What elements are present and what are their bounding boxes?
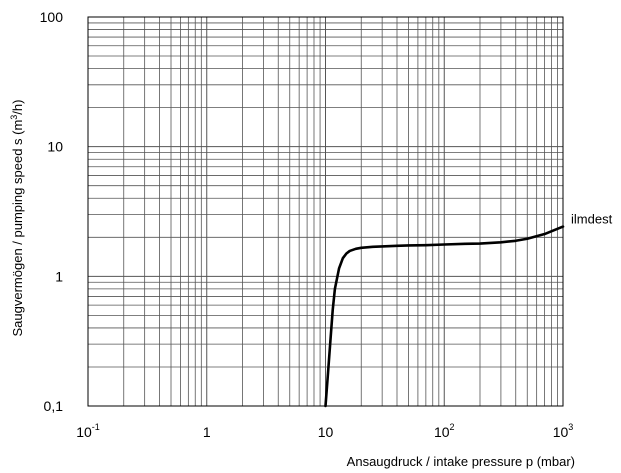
series-layer: ilmdest — [324, 212, 613, 408]
y-tick-label: 1 — [55, 268, 63, 284]
x-tick-label: 102 — [434, 422, 455, 440]
y-axis-title-superscript: 3 — [9, 115, 19, 120]
y-axis-title-end: /h) — [10, 100, 25, 115]
series-label: ilmdest — [571, 212, 613, 227]
x-tick-exponent: 2 — [450, 422, 455, 432]
series-line-ilmdest — [324, 225, 565, 408]
grid — [88, 17, 563, 406]
x-tick-exponent: 3 — [568, 422, 573, 432]
x-tick-base: 10 — [434, 424, 450, 440]
x-tick-base: 10 — [553, 424, 569, 440]
x-tick-label: 103 — [553, 422, 574, 440]
x-tick-label: 1 — [203, 424, 211, 440]
x-tick-label: 10 — [318, 424, 334, 440]
y-tick-label: 10 — [47, 139, 63, 155]
x-tick-base: 1 — [203, 424, 211, 440]
x-axis-title: Ansaugdruck / intake pressure p (mbar) — [347, 454, 575, 469]
x-tick-label: 10-1 — [76, 422, 100, 440]
y-tick-label: 100 — [40, 9, 64, 25]
y-tick-label: 0,1 — [44, 398, 64, 414]
y-axis-title: Saugvermögen / pumping speed s (m3/h) — [9, 100, 25, 337]
x-tick-exponent: -1 — [92, 422, 100, 432]
y-axis-title-main: Saugvermögen / pumping speed s (m — [10, 120, 25, 337]
x-tick-base: 10 — [76, 424, 92, 440]
x-tick-base: 10 — [318, 424, 334, 440]
